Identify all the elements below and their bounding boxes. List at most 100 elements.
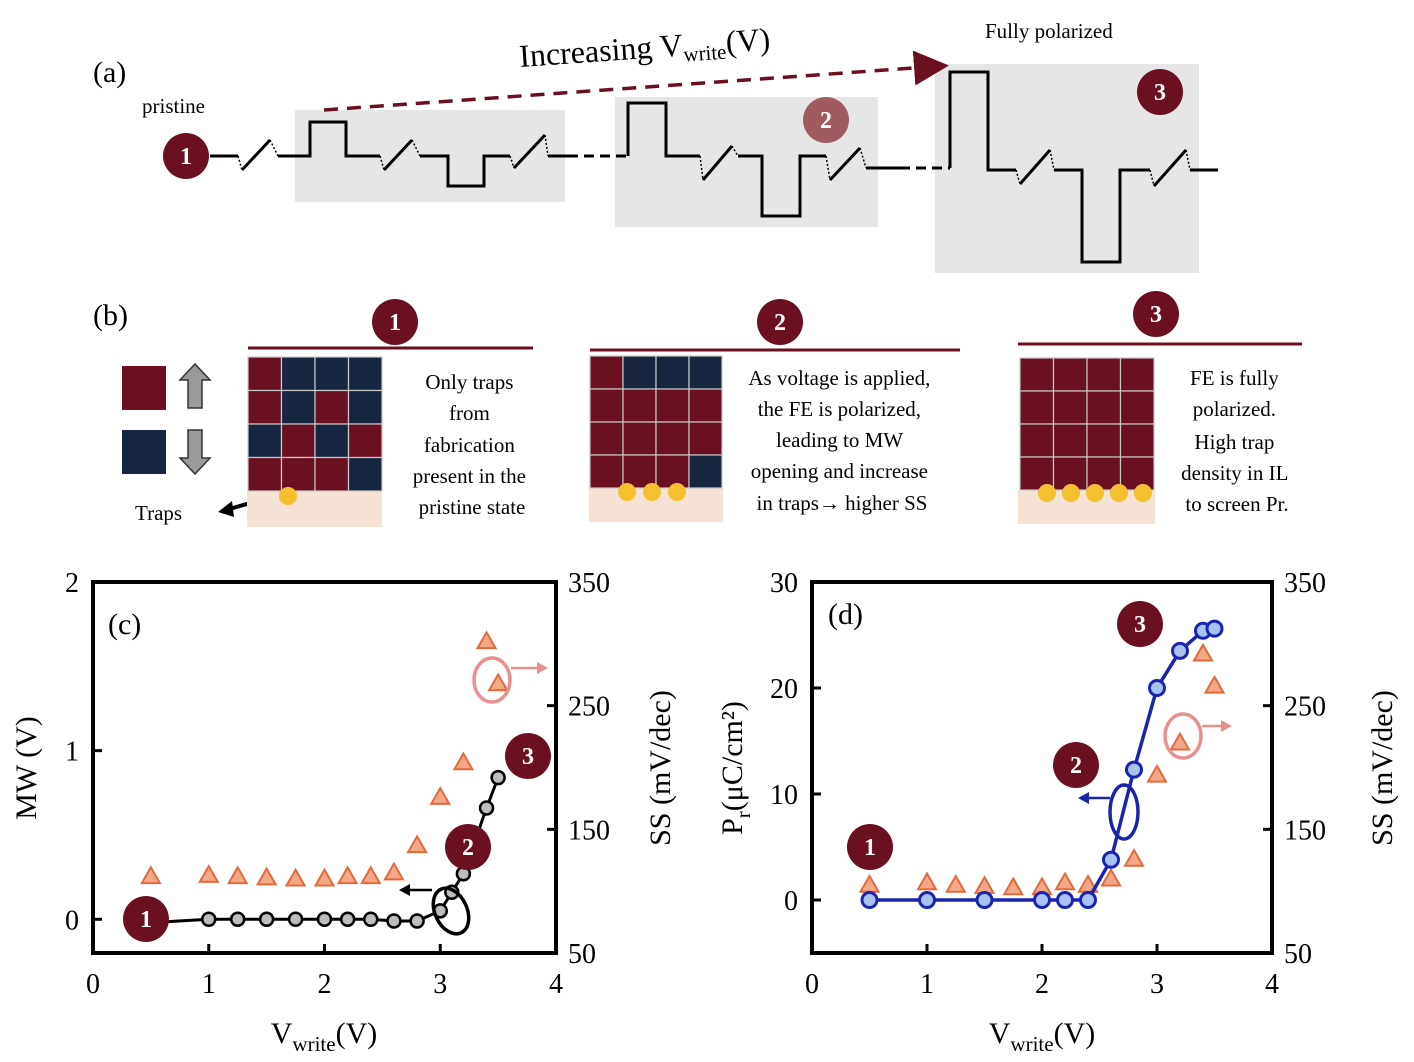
badge-c-1: 1 [123, 896, 169, 942]
badge-c-3: 3 [505, 733, 551, 779]
d-ss-point [1002, 876, 1024, 896]
grid2-cell [655, 421, 690, 456]
chart-c-y-ticks: 0 1 2 [65, 568, 102, 936]
grid3-cell [1052, 423, 1088, 458]
d-main-point [918, 891, 936, 909]
c-ss-point [198, 864, 220, 883]
chart-d-y2label: SS (mV/dec) [1366, 690, 1399, 846]
chart-c: 0 1 2 3 4 0 1 2 50 150 250 350 (c) MW (V) SS (mV/… [10, 568, 677, 1056]
chart-d-panel-label: (d) [828, 598, 863, 631]
grid3-cell [1086, 357, 1122, 392]
c-main-point [339, 911, 356, 928]
badge-a-3: 3 [1137, 69, 1183, 115]
desc-2: As voltage is applied, the FE is polariz… [748, 366, 935, 515]
c-ss-point [452, 751, 475, 771]
chart-d-pr-ellipse [1108, 783, 1140, 841]
d-ss-point [1146, 763, 1168, 783]
c-main-point [490, 769, 506, 786]
svg-text:1: 1 [389, 310, 401, 336]
badge-b-2: 2 [757, 299, 803, 345]
c-xtick-label: 1 [202, 969, 216, 1000]
d-main-point [1171, 641, 1189, 660]
c-main-point [386, 913, 402, 929]
grid2-cell [589, 454, 624, 489]
grid1-cell [247, 456, 283, 492]
legend-polarized-up-swatch [122, 366, 166, 410]
grid1-cell [347, 356, 383, 392]
d-main-point [1079, 891, 1097, 909]
chart-c-ylabel: MW (V) [10, 716, 43, 820]
c-ss-point [383, 861, 405, 881]
domain-grid-3 [1019, 357, 1155, 491]
svg-text:3: 3 [1154, 80, 1166, 106]
grid2-cell [688, 388, 723, 423]
grid3-cell [1052, 357, 1088, 392]
trap-dot [1110, 484, 1128, 502]
d-ss-point [973, 875, 996, 894]
c-ss-point [255, 866, 278, 886]
c-xtick-label: 0 [86, 969, 100, 1000]
chart-d-marks [858, 619, 1226, 909]
svg-text:2: 2 [1070, 753, 1082, 779]
d-xtick-label: 2 [1035, 969, 1049, 1000]
c-main-point [229, 911, 246, 928]
grid3-cell [1019, 423, 1055, 458]
c-ss-point [406, 834, 428, 854]
c-ss-point [284, 867, 307, 887]
grid3-cell [1019, 357, 1055, 392]
chart-c-x-ticks: 0 1 2 3 4 [86, 944, 563, 1000]
chart-c-ss-arrowhead [537, 662, 548, 674]
c-xtick-label: 4 [549, 969, 563, 1000]
d-ss-point [945, 873, 967, 893]
d-main-line [869, 626, 1215, 902]
svg-text:3: 3 [1150, 302, 1162, 328]
c-ss-point [487, 672, 509, 692]
grid2-cell [622, 454, 657, 489]
arrow-down-icon [178, 429, 212, 476]
d-y2tick-label: 150 [1284, 815, 1326, 846]
grid2-cell [655, 454, 690, 489]
grid1-cell [314, 456, 350, 492]
chart-c-marks [140, 630, 509, 931]
grid3-cell [1119, 423, 1155, 458]
d-main-point [1148, 679, 1166, 697]
d-y2tick-label: 50 [1284, 939, 1312, 970]
d-xtick-label: 3 [1150, 969, 1164, 1000]
c-ss-point [429, 786, 451, 805]
svg-text:2: 2 [774, 310, 786, 336]
grid3-cell [1052, 390, 1088, 425]
d-ss-point [1169, 731, 1191, 751]
c-ss-point [226, 865, 249, 885]
grid1-cell [314, 356, 350, 392]
chart-d-y-ticks: 0 10 20 30 [770, 568, 821, 917]
c-main-point [201, 911, 217, 928]
d-ss-point [1123, 847, 1145, 867]
grid2-cell [589, 355, 624, 390]
c-y2tick-label: 50 [568, 939, 596, 970]
grid2-cell [688, 454, 723, 489]
grid1-cell [314, 389, 350, 425]
grid2-cell [688, 355, 723, 390]
grid1-cell [347, 456, 383, 492]
grid3-cell [1119, 456, 1155, 491]
chart-d-x-ticks: 0 1 2 3 4 [805, 944, 1279, 1000]
d-y2tick-label: 250 [1284, 692, 1326, 723]
increasing-voltage-arrow [323, 50, 949, 112]
domain-grid-1 [247, 356, 383, 492]
c-main-point [363, 911, 379, 928]
arrow-up-icon [178, 362, 212, 409]
d-y2tick-label: 350 [1284, 568, 1326, 599]
badge-b-3: 3 [1133, 291, 1179, 337]
grid2-cell [655, 355, 690, 390]
chart-c-panel-label: (c) [108, 608, 141, 641]
panel-b-label: (b) [93, 299, 128, 332]
svg-text:1: 1 [864, 835, 876, 861]
c-main-point [316, 911, 333, 928]
traps-group [279, 483, 1152, 505]
grid2-cell [622, 355, 657, 390]
c-ss-point [336, 865, 359, 885]
chart-d-pr-arrowhead [1078, 792, 1089, 804]
chart-d-y2-ticks: 50 150 250 350 [1263, 568, 1326, 970]
domain-grid-2 [589, 355, 723, 489]
